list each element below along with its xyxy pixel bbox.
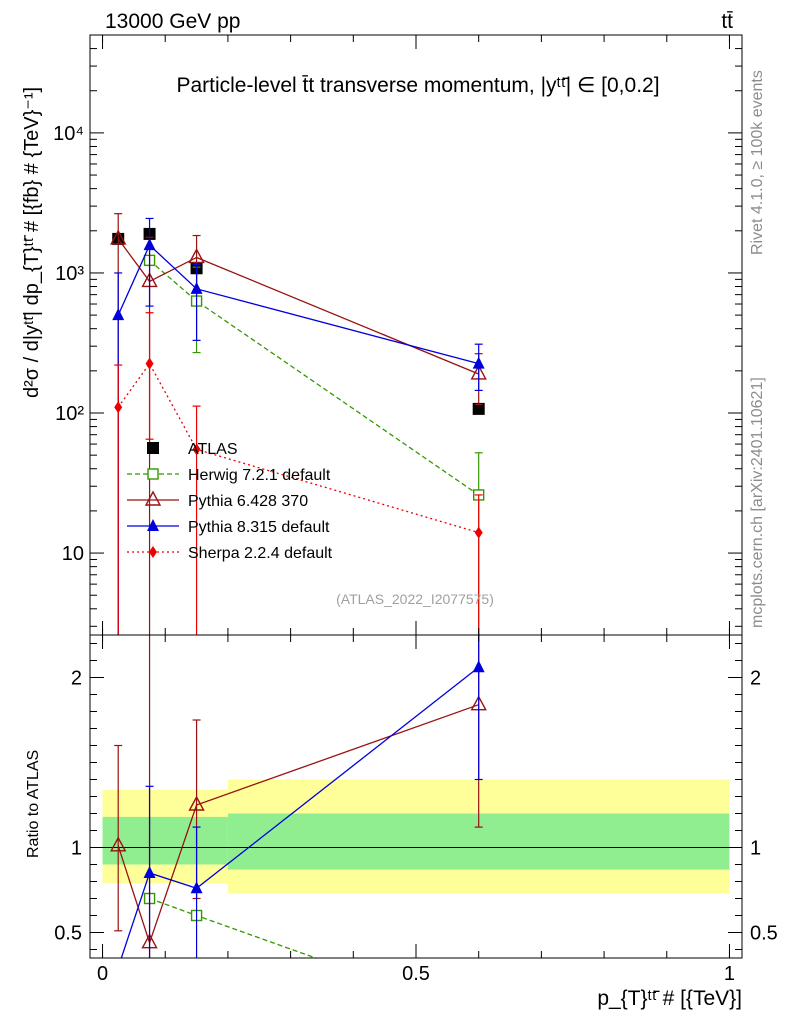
- ratio-line: [149, 897, 316, 959]
- data-point: [110, 229, 127, 245]
- legend-entry: Pythia 8.315 default: [127, 519, 330, 536]
- ratio-y-tick-label: 1: [71, 838, 82, 860]
- header-left: 13000 GeV pp: [105, 10, 240, 33]
- main-panel: 10 10² 10³ 10⁴ Particle-level t̄t transvers…: [21, 34, 743, 636]
- legend-label: ATLAS: [188, 441, 238, 458]
- legend-entry: Sherpa 2.2.4 default: [127, 545, 333, 562]
- series-line: [117, 238, 479, 375]
- legend-label: Herwig 7.2.1 default: [188, 467, 331, 484]
- main-ylabel: d²σ / d|yᵗᵗ̄| dp_{T}ᵗᵗ̄ # [{fb} # {TeV}⁻…: [21, 87, 43, 398]
- x-axis-label: p_{T}ᵗᵗ̄ # [{TeV}]: [597, 987, 742, 1010]
- ratio-series-pythia-8-315-default: [120, 635, 485, 959]
- data-point: [472, 356, 485, 369]
- ratio-ylabel: Ratio to ATLAS: [25, 750, 42, 858]
- legend-marker: [147, 468, 159, 480]
- ratio-point: [472, 660, 485, 673]
- series-line: [117, 362, 479, 534]
- ratio-point: [110, 836, 127, 852]
- y-tick-label: 10²: [55, 403, 84, 425]
- data-point: [188, 247, 205, 264]
- ratio-line: [117, 704, 479, 945]
- data-point: [190, 281, 203, 294]
- uncertainty-band-inner: [102, 816, 228, 865]
- data-point: [472, 402, 485, 415]
- y-tick-label: 10: [62, 543, 84, 565]
- series-pythia-8-315-default: [112, 217, 485, 635]
- series-pythia-6-428-370: [110, 213, 487, 635]
- ratio-panel: 0.5 0.5 1 1 2 2 0 0.5 1 Ratio to ATLAS p_{T}ᵗᵗ̄ …: [25, 634, 778, 1010]
- data-point: [112, 308, 125, 321]
- y-tick-label: 10³: [55, 263, 84, 285]
- legend-marker: [147, 442, 159, 454]
- x-tick-label: 0.5: [402, 963, 430, 985]
- data-point: [192, 443, 201, 456]
- legend-label: Pythia 6.428 370: [188, 493, 308, 510]
- ratio-y-tick-label-right: 0.5: [750, 923, 778, 945]
- x-tick-label: 1: [724, 963, 735, 985]
- legend-entry: ATLAS: [147, 441, 238, 458]
- data-point: [114, 401, 123, 414]
- data-point: [143, 238, 156, 251]
- ratio-series-herwig-7-2-1-default: [143, 892, 316, 959]
- legend-marker: [147, 519, 159, 531]
- main-title: Particle-level t̄t transverse momentum, …: [176, 74, 659, 97]
- header-right: tt̄: [721, 10, 733, 33]
- ratio-point: [190, 881, 203, 894]
- x-tick-label: 0: [97, 963, 108, 985]
- legend-entry: Pythia 6.428 370: [127, 490, 308, 510]
- data-point: [145, 357, 154, 370]
- watermark: (ATLAS_2022_I2077575): [336, 591, 494, 607]
- rivet-label: Rivet 4.1.0, ≥ 100k events: [749, 70, 766, 255]
- legend-label: Pythia 8.315 default: [188, 519, 330, 536]
- ratio-frame: [89, 634, 743, 959]
- ratio-point: [188, 795, 205, 811]
- ratio-y-tick-label-right: 2: [750, 668, 761, 690]
- legend-label: Sherpa 2.2.4 default: [188, 545, 333, 562]
- series-atlas: [112, 227, 485, 415]
- mcplots-label: mcplots.cern.ch [arXiv:2401.10621]: [749, 377, 766, 628]
- ratio-y-tick-label: 2: [71, 668, 82, 690]
- ratio-y-tick-label: 0.5: [54, 923, 82, 945]
- legend: ATLAS Herwig 7.2.1 default Pythia 6.428 37…: [127, 441, 333, 562]
- data-point: [474, 526, 483, 539]
- legend-marker: [144, 490, 162, 506]
- ratio-y-tick-label-right: 1: [750, 838, 761, 860]
- series-sherpa-2-2-4-default: [114, 312, 483, 635]
- series-line: [117, 244, 479, 365]
- legend-entry: Herwig 7.2.1 default: [127, 467, 331, 484]
- y-tick-label: 10⁴: [53, 123, 84, 145]
- ratio-line: [120, 666, 480, 959]
- ratio-point: [143, 866, 156, 878]
- legend-marker: [149, 546, 157, 558]
